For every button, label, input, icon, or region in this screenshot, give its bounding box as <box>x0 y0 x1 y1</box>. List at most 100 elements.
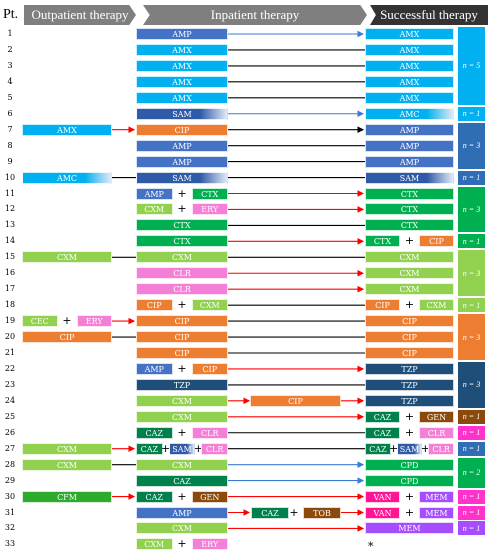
group-count-box: n = 1 <box>458 425 485 440</box>
successful-drug-box: SAM <box>396 442 423 455</box>
group-count-label: n = 3 <box>462 380 481 390</box>
group-count-label: n = 3 <box>462 204 481 214</box>
patient-number: 29 <box>4 475 16 485</box>
patient-number: 21 <box>4 348 16 357</box>
inpatient-drug-box: GEN <box>191 490 228 503</box>
successful-drug-box: MEM <box>419 506 454 519</box>
successful-drug-box: CLR <box>419 426 454 439</box>
group-count-label: n = 2 <box>462 468 481 478</box>
patient-number: 24 <box>4 395 16 405</box>
outpatient-drug-box: CEC <box>22 315 58 328</box>
inpatient-drug-box: CIP <box>136 347 228 359</box>
successful-drug-box: AMX <box>365 59 454 72</box>
group-count-box: n = 1 <box>458 234 485 249</box>
inpatient-drug-box: CLR <box>191 426 228 439</box>
inpatient-drug-box: CIP <box>136 299 173 312</box>
outpatient-drug-box: CIP <box>22 331 112 344</box>
inpatient-drug-box: ERY <box>191 538 228 551</box>
patient-number: 27 <box>4 443 16 453</box>
inpatient-drug-box: CXM <box>136 522 228 535</box>
inpatient-drug-box: CAZ <box>136 426 173 439</box>
patient-number: 4 <box>7 76 13 86</box>
inpatient-drug-box: CAZ <box>136 490 173 503</box>
inpatient-second-drug-box: CIP <box>250 394 341 407</box>
group-count-label: n = 1 <box>462 300 481 310</box>
no-success-marker: * <box>368 540 374 553</box>
inpatient-drug-box: CXM <box>191 299 228 312</box>
group-count-label: n = 1 <box>462 492 481 502</box>
inpatient-drug-box: CTX <box>191 187 228 200</box>
successful-drug-box: CPD <box>365 474 454 487</box>
inpatient-drug-box: SAM <box>136 107 228 120</box>
group-count-label: n = 1 <box>462 508 481 517</box>
group-count-box: n = 1 <box>458 489 485 504</box>
inpatient-plus-sign: + <box>177 425 187 439</box>
patient-number: 11 <box>4 188 16 198</box>
inpatient-drug-box: CXM <box>136 251 228 264</box>
inpatient-drug-box: CIP <box>136 315 228 328</box>
patient-number: 17 <box>4 284 16 294</box>
outpatient-plus-sign: + <box>62 314 72 328</box>
patient-number: 6 <box>7 108 13 118</box>
inpatient-drug-box: CTX <box>136 219 228 232</box>
patient-number: 26 <box>4 427 16 437</box>
inpatient-plus-sign: + <box>177 361 187 375</box>
successful-drug-box: VAN <box>365 490 400 503</box>
outpatient-drug-box: AMX <box>22 123 112 136</box>
successful-drug-box: AMX <box>365 28 454 40</box>
inpatient-plus-sign: + <box>177 537 187 551</box>
successful-drug-box: CIP <box>365 331 454 344</box>
inpatient-plus-sign: + <box>177 489 187 503</box>
outpatient-drug-box: AMC <box>22 171 112 184</box>
inpatient-plus-sign: + <box>177 298 187 312</box>
successful-drug-box: CAZ <box>365 426 400 439</box>
patient-number: 13 <box>4 220 16 230</box>
patient-number: 10 <box>4 172 16 182</box>
patient-number: 9 <box>7 156 13 166</box>
successful-drug-box: CLR <box>428 442 454 455</box>
patient-number: 20 <box>4 332 16 342</box>
inpatient-drug-box: CXM <box>136 394 228 407</box>
successful-drug-box: VAN <box>365 506 400 519</box>
inpatient-plus-sign: + <box>161 441 171 455</box>
inpatient-drug-box: CXM <box>136 538 173 551</box>
group-count-box: n = 3 <box>458 122 485 169</box>
inpatient-drug-box: SAM <box>168 442 196 455</box>
group-count-label: n = 3 <box>462 268 481 278</box>
patient-number: 33 <box>4 539 16 549</box>
successful-drug-box: CIP <box>365 315 454 328</box>
successful-plus-sign: + <box>404 298 415 312</box>
patient-number: 2 <box>7 44 13 54</box>
group-count-box: n = 1 <box>458 505 485 520</box>
inpatient-drug-box: SAM <box>136 171 228 184</box>
inpatient-drug-box: AMP <box>136 506 228 519</box>
patient-number: 23 <box>4 379 16 389</box>
patient-number: 18 <box>4 300 16 310</box>
successful-plus-sign: + <box>404 234 415 248</box>
successful-drug-box: SAM <box>365 171 454 184</box>
group-count-box: n = 1 <box>458 298 485 313</box>
successful-plus-sign: + <box>404 425 415 439</box>
patient-number: 19 <box>4 316 16 326</box>
inpatient-plus-sign: + <box>177 202 187 216</box>
group-count-box: n = 3 <box>458 314 485 360</box>
inpatient-drug-box: AMP <box>136 187 173 200</box>
successful-drug-box: TZP <box>365 378 454 391</box>
inpatient-drug-box: CIP <box>136 331 228 344</box>
successful-plus-sign: + <box>404 409 415 423</box>
inpatient-drug-box: ERY <box>191 203 228 216</box>
successful-drug-box: GEN <box>419 410 454 423</box>
outpatient-drug-box: CXM <box>22 251 112 264</box>
successful-drug-box: CIP <box>365 299 400 312</box>
group-count-label: n = 1 <box>462 444 481 454</box>
successful-plus-sign: + <box>389 441 399 455</box>
inpatient-header: Inpatient therapy <box>143 5 367 25</box>
group-count-label: n = 5 <box>462 61 481 71</box>
group-count-label: n = 1 <box>462 109 481 119</box>
inpatient-plus-sign: + <box>177 186 187 200</box>
group-count-box: n = 3 <box>458 186 485 233</box>
patient-number: 30 <box>4 491 16 501</box>
successful-drug-box: AMX <box>365 91 454 104</box>
inpatient-drug-box: CLR <box>201 442 228 455</box>
